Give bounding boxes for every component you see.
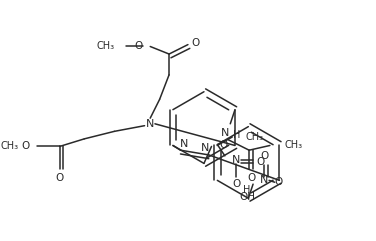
- Text: O: O: [21, 141, 30, 151]
- Text: OH: OH: [239, 192, 255, 202]
- Text: O: O: [256, 156, 265, 167]
- Text: O: O: [56, 174, 64, 183]
- Text: O: O: [232, 179, 240, 189]
- Text: H: H: [233, 130, 241, 140]
- Text: O: O: [191, 38, 200, 48]
- Text: O: O: [135, 41, 143, 52]
- Text: N: N: [180, 139, 188, 149]
- Text: N: N: [201, 143, 209, 153]
- Text: O: O: [274, 177, 283, 187]
- Text: N: N: [221, 128, 230, 138]
- Text: CH₃: CH₃: [96, 41, 114, 52]
- Text: O: O: [219, 140, 227, 150]
- Text: N: N: [232, 155, 240, 165]
- Text: O: O: [248, 174, 256, 183]
- Text: N: N: [146, 119, 155, 129]
- Text: H: H: [243, 185, 250, 195]
- Text: CH₃: CH₃: [246, 132, 264, 142]
- Text: N: N: [260, 175, 268, 185]
- Text: CH₃: CH₃: [285, 141, 303, 150]
- Text: CH₃: CH₃: [0, 141, 18, 151]
- Text: O: O: [260, 151, 268, 161]
